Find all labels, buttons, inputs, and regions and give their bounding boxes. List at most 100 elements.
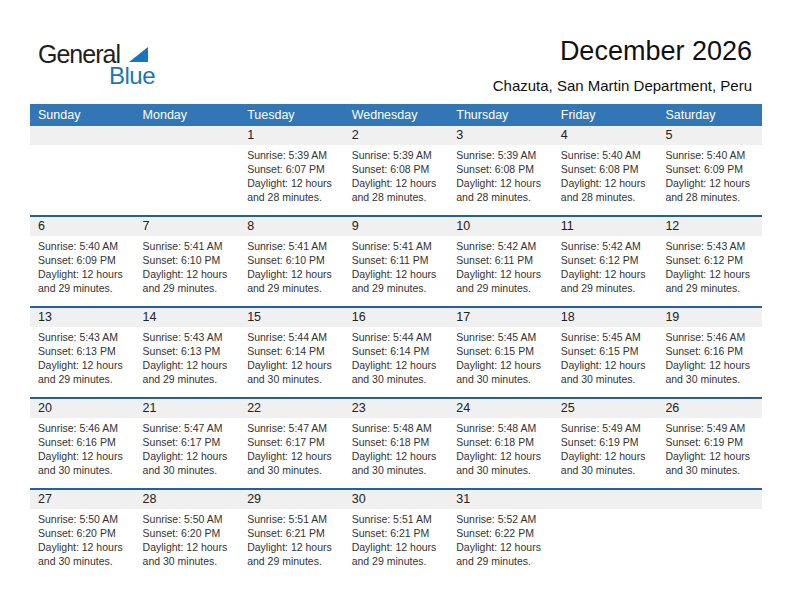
day-cell-10: 10Sunrise: 5:42 AMSunset: 6:11 PMDayligh… <box>448 217 553 306</box>
day-details: Sunrise: 5:43 AMSunset: 6:12 PMDaylight:… <box>657 236 762 295</box>
day-details: Sunrise: 5:45 AMSunset: 6:15 PMDaylight:… <box>553 327 658 386</box>
day-cell-12: 12Sunrise: 5:43 AMSunset: 6:12 PMDayligh… <box>657 217 762 306</box>
day-details: Sunrise: 5:51 AMSunset: 6:21 PMDaylight:… <box>239 509 344 568</box>
daylight-text: Daylight: 12 hours and 29 minutes. <box>38 267 130 295</box>
day-number-band <box>657 490 762 509</box>
day-details: Sunrise: 5:40 AMSunset: 6:08 PMDaylight:… <box>553 145 658 204</box>
daylight-text: Daylight: 12 hours and 30 minutes. <box>143 540 235 568</box>
day-number-band: 18 <box>553 308 658 327</box>
day-details: Sunrise: 5:48 AMSunset: 6:18 PMDaylight:… <box>344 418 449 477</box>
day-number: 18 <box>553 308 658 327</box>
sunrise-text: Sunrise: 5:39 AM <box>352 148 444 162</box>
page-subtitle: Chazuta, San Martin Department, Peru <box>493 77 752 94</box>
day-details: Sunrise: 5:47 AMSunset: 6:17 PMDaylight:… <box>239 418 344 477</box>
day-details: Sunrise: 5:48 AMSunset: 6:18 PMDaylight:… <box>448 418 553 477</box>
day-number: 8 <box>239 217 344 236</box>
sunrise-text: Sunrise: 5:41 AM <box>143 239 235 253</box>
sunrise-text: Sunrise: 5:40 AM <box>665 148 757 162</box>
week-row-5: 27Sunrise: 5:50 AMSunset: 6:20 PMDayligh… <box>30 488 762 579</box>
weekday-header-thursday: Thursday <box>448 104 553 126</box>
sunrise-text: Sunrise: 5:46 AM <box>665 330 757 344</box>
day-number: 15 <box>239 308 344 327</box>
day-details: Sunrise: 5:46 AMSunset: 6:16 PMDaylight:… <box>30 418 135 477</box>
day-number-band: 21 <box>135 399 240 418</box>
weekday-header-wednesday: Wednesday <box>344 104 449 126</box>
daylight-text: Daylight: 12 hours and 29 minutes. <box>561 267 653 295</box>
sunrise-text: Sunrise: 5:47 AM <box>143 421 235 435</box>
daylight-text: Daylight: 12 hours and 28 minutes. <box>247 176 339 204</box>
daylight-text: Daylight: 12 hours and 29 minutes. <box>352 540 444 568</box>
sunrise-text: Sunrise: 5:47 AM <box>247 421 339 435</box>
day-number: 24 <box>448 399 553 418</box>
weekday-header-friday: Friday <box>553 104 658 126</box>
day-cell-7: 7Sunrise: 5:41 AMSunset: 6:10 PMDaylight… <box>135 217 240 306</box>
day-cell-22: 22Sunrise: 5:47 AMSunset: 6:17 PMDayligh… <box>239 399 344 488</box>
day-cell-27: 27Sunrise: 5:50 AMSunset: 6:20 PMDayligh… <box>30 490 135 579</box>
sunset-text: Sunset: 6:21 PM <box>352 526 444 540</box>
sunset-text: Sunset: 6:19 PM <box>561 435 653 449</box>
day-number-band: 6 <box>30 217 135 236</box>
sunset-text: Sunset: 6:07 PM <box>247 162 339 176</box>
day-cell-2: 2Sunrise: 5:39 AMSunset: 6:08 PMDaylight… <box>344 126 449 215</box>
sunrise-text: Sunrise: 5:40 AM <box>561 148 653 162</box>
daylight-text: Daylight: 12 hours and 30 minutes. <box>143 449 235 477</box>
day-number-band: 22 <box>239 399 344 418</box>
day-details: Sunrise: 5:39 AMSunset: 6:08 PMDaylight:… <box>344 145 449 204</box>
day-cell-16: 16Sunrise: 5:44 AMSunset: 6:14 PMDayligh… <box>344 308 449 397</box>
day-number: 29 <box>239 490 344 509</box>
day-number-band: 25 <box>553 399 658 418</box>
day-cell-3: 3Sunrise: 5:39 AMSunset: 6:08 PMDaylight… <box>448 126 553 215</box>
day-number-band: 24 <box>448 399 553 418</box>
day-number-band: 23 <box>344 399 449 418</box>
sunset-text: Sunset: 6:19 PM <box>665 435 757 449</box>
sunrise-text: Sunrise: 5:51 AM <box>352 512 444 526</box>
sunrise-text: Sunrise: 5:42 AM <box>561 239 653 253</box>
sunrise-text: Sunrise: 5:40 AM <box>38 239 130 253</box>
daylight-text: Daylight: 12 hours and 30 minutes. <box>247 449 339 477</box>
day-number-band: 7 <box>135 217 240 236</box>
day-number-band: 13 <box>30 308 135 327</box>
day-number: 16 <box>344 308 449 327</box>
sunrise-text: Sunrise: 5:51 AM <box>247 512 339 526</box>
day-number-band: 17 <box>448 308 553 327</box>
day-details: Sunrise: 5:52 AMSunset: 6:22 PMDaylight:… <box>448 509 553 568</box>
day-number: 1 <box>239 126 344 145</box>
day-cell-31: 31Sunrise: 5:52 AMSunset: 6:22 PMDayligh… <box>448 490 553 579</box>
day-number-band: 5 <box>657 126 762 145</box>
sunrise-text: Sunrise: 5:46 AM <box>38 421 130 435</box>
day-details: Sunrise: 5:49 AMSunset: 6:19 PMDaylight:… <box>553 418 658 477</box>
day-number-band: 14 <box>135 308 240 327</box>
day-details: Sunrise: 5:40 AMSunset: 6:09 PMDaylight:… <box>30 236 135 295</box>
week-row-4: 20Sunrise: 5:46 AMSunset: 6:16 PMDayligh… <box>30 397 762 488</box>
day-number: 14 <box>135 308 240 327</box>
day-details: Sunrise: 5:42 AMSunset: 6:11 PMDaylight:… <box>448 236 553 295</box>
day-details: Sunrise: 5:43 AMSunset: 6:13 PMDaylight:… <box>30 327 135 386</box>
day-details: Sunrise: 5:47 AMSunset: 6:17 PMDaylight:… <box>135 418 240 477</box>
day-details: Sunrise: 5:40 AMSunset: 6:09 PMDaylight:… <box>657 145 762 204</box>
day-number: 13 <box>30 308 135 327</box>
general-blue-logo: General Blue <box>38 42 168 86</box>
day-number-band <box>553 490 658 509</box>
day-number-band: 2 <box>344 126 449 145</box>
sunset-text: Sunset: 6:18 PM <box>456 435 548 449</box>
sunset-text: Sunset: 6:16 PM <box>665 344 757 358</box>
sunset-text: Sunset: 6:21 PM <box>247 526 339 540</box>
day-cell-29: 29Sunrise: 5:51 AMSunset: 6:21 PMDayligh… <box>239 490 344 579</box>
day-number: 17 <box>448 308 553 327</box>
sunrise-text: Sunrise: 5:48 AM <box>456 421 548 435</box>
day-cell-15: 15Sunrise: 5:44 AMSunset: 6:14 PMDayligh… <box>239 308 344 397</box>
daylight-text: Daylight: 12 hours and 30 minutes. <box>665 449 757 477</box>
day-cell-28: 28Sunrise: 5:50 AMSunset: 6:20 PMDayligh… <box>135 490 240 579</box>
day-details: Sunrise: 5:49 AMSunset: 6:19 PMDaylight:… <box>657 418 762 477</box>
daylight-text: Daylight: 12 hours and 30 minutes. <box>456 449 548 477</box>
day-number: 3 <box>448 126 553 145</box>
sunset-text: Sunset: 6:08 PM <box>456 162 548 176</box>
weeks-container: 1Sunrise: 5:39 AMSunset: 6:07 PMDaylight… <box>30 126 762 579</box>
daylight-text: Daylight: 12 hours and 29 minutes. <box>143 358 235 386</box>
day-number: 30 <box>344 490 449 509</box>
day-number-band: 10 <box>448 217 553 236</box>
day-cell-20: 20Sunrise: 5:46 AMSunset: 6:16 PMDayligh… <box>30 399 135 488</box>
sunrise-text: Sunrise: 5:43 AM <box>38 330 130 344</box>
sunset-text: Sunset: 6:09 PM <box>665 162 757 176</box>
day-cell-24: 24Sunrise: 5:48 AMSunset: 6:18 PMDayligh… <box>448 399 553 488</box>
